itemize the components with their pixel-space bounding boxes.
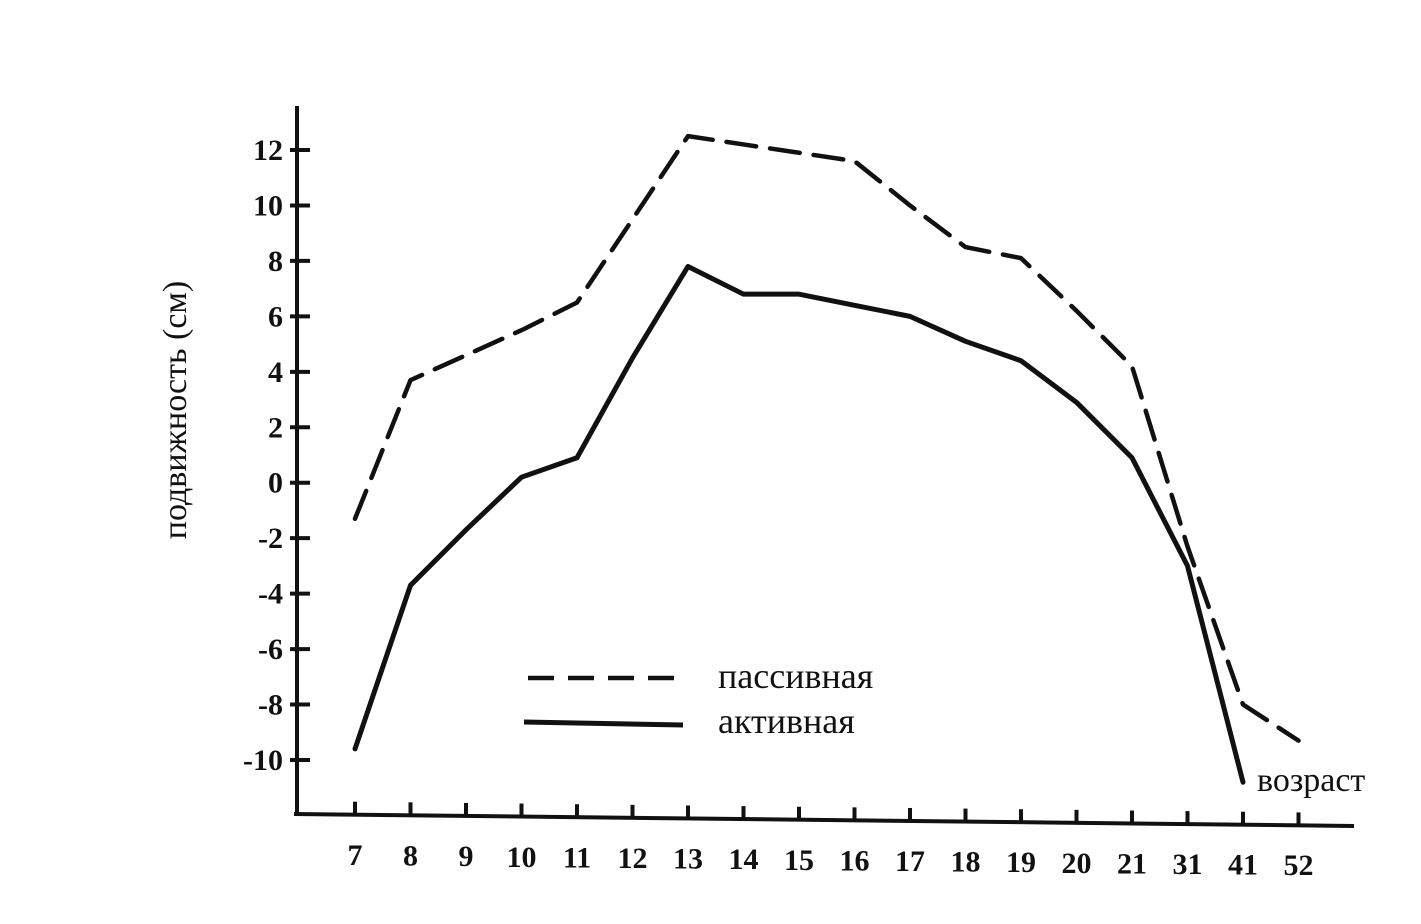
legend-label-active: активная (718, 701, 855, 741)
x-tick-label: 8 (403, 840, 418, 873)
y-tick-label: 0 (268, 467, 283, 500)
y-tick-label: 4 (268, 356, 283, 389)
y-ticks: 12 10 8 6 4 2 0 -2 -4 -6 -8 -10 (243, 134, 310, 777)
x-ticks: 7 8 9 10 11 12 13 14 15 16 17 18 19 20 21 31 41 52 (348, 801, 1314, 882)
y-tick-label: -6 (258, 633, 283, 666)
y-tick-label: 12 (253, 134, 283, 167)
x-tick-label: 9 (459, 840, 474, 873)
x-tick-label: 13 (673, 843, 703, 876)
x-tick-label: 19 (1006, 846, 1036, 879)
x-tick-label: 15 (784, 844, 814, 877)
y-tick-label: -4 (258, 578, 283, 611)
x-axis-label: возраст (1257, 762, 1365, 799)
series-line-passive (352, 133, 1301, 743)
y-axis-label: подвижность (см) (157, 281, 194, 540)
x-tick-label: 10 (507, 841, 537, 874)
y-tick-label: 2 (268, 411, 283, 444)
x-tick-label: 41 (1228, 849, 1258, 882)
legend-swatch-active (523, 719, 684, 728)
x-tick-label: 21 (1117, 847, 1147, 880)
series-layer (352, 133, 1301, 785)
x-tick-label: 17 (895, 845, 925, 878)
x-tick-label: 52 (1284, 849, 1314, 882)
x-tick-label: 14 (729, 843, 759, 876)
y-tick-label: -8 (258, 689, 283, 722)
y-tick-label: -2 (258, 522, 283, 555)
y-tick-label: 10 (253, 189, 283, 222)
series-line-active (352, 263, 1246, 785)
x-tick-label: 11 (563, 841, 591, 874)
x-tick-label: 20 (1062, 847, 1092, 880)
x-tick-label: 16 (840, 844, 870, 877)
axes (293, 106, 1355, 828)
x-tick-label: 7 (348, 839, 363, 872)
legend-label-passive: пассивная (718, 656, 873, 696)
x-tick-label: 18 (951, 846, 981, 879)
x-tick-label: 31 (1173, 848, 1203, 881)
x-axis (293, 812, 1355, 828)
legend: пассивная активная (523, 656, 873, 741)
y-tick-label: 6 (268, 300, 283, 333)
y-tick-label: 8 (268, 245, 283, 278)
y-tick-label: -10 (243, 744, 283, 777)
x-tick-label: 12 (618, 842, 648, 875)
